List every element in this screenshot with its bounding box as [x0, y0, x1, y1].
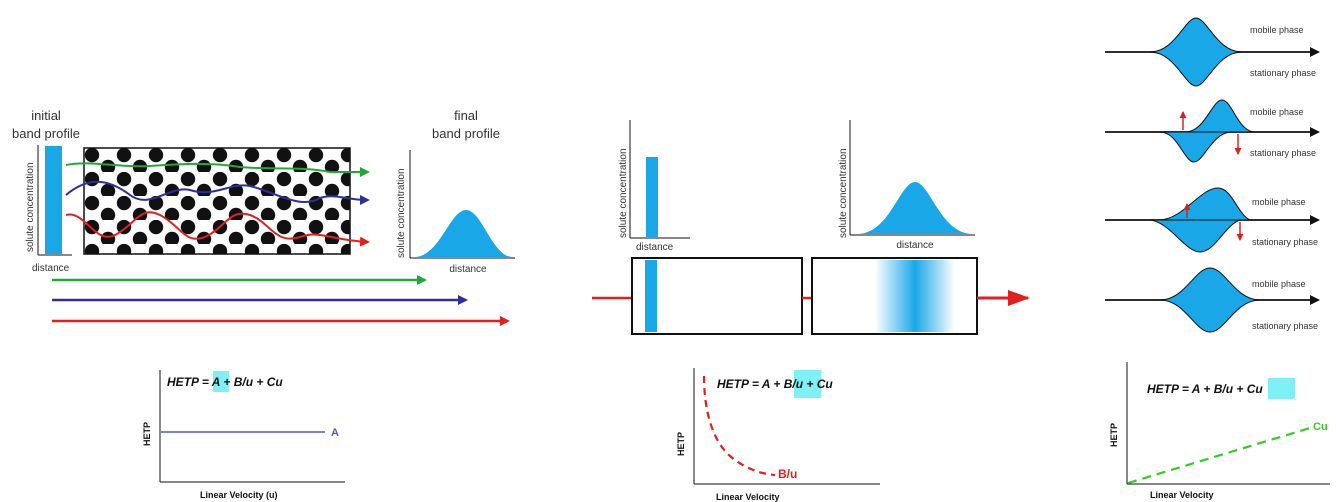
mt-stationary-label-4: stationary phase — [1252, 321, 1318, 331]
b-column-initial-band — [645, 260, 657, 332]
initial-y-label: solute concentration — [25, 162, 36, 252]
panel-longitudinal-diffusion: solute concentration distance solute con… — [592, 120, 1030, 335]
graph-b-highlight — [794, 370, 821, 398]
b-initial-band — [646, 157, 658, 237]
mt-stationary-label-3: stationary phase — [1252, 237, 1318, 247]
mt-mobile-label-1: mobile phase — [1250, 25, 1304, 35]
hetp-graph-c: HETP = A + B/u + Cu Cu HETP Linear Veloc… — [1109, 362, 1330, 500]
mt-mobile-label-4: mobile phase — [1252, 279, 1306, 289]
mt-peak-2-mobile — [1184, 99, 1256, 133]
b-right-y-label: solute concentration — [838, 148, 849, 238]
mt-mobile-label-3: mobile phase — [1252, 197, 1306, 207]
final-y-label: solute concentration — [396, 168, 407, 258]
b-left-y-label: solute concentration — [618, 148, 629, 238]
mt-stationary-label-1: stationary phase — [1250, 68, 1316, 78]
mt-row-2: mobile phase stationary phase — [1105, 99, 1320, 163]
mt-row-4: mobile phase stationary phase — [1105, 267, 1320, 333]
final-label-line1: final — [454, 108, 478, 123]
mt-row-1: mobile phase stationary phase — [1105, 17, 1320, 87]
mt-peak-4 — [1159, 267, 1261, 333]
graph-c-equation: HETP = A + B/u + Cu — [1147, 382, 1263, 396]
b-column-broadened-band — [875, 260, 955, 332]
mt-peak-1 — [1149, 17, 1243, 87]
packed-column — [83, 147, 351, 255]
initial-label-line1: initial — [31, 108, 61, 123]
initial-label-line2: band profile — [12, 126, 80, 141]
graph-c-x-label: Linear Velocity — [1150, 490, 1214, 500]
initial-x-label: distance — [32, 263, 70, 274]
graph-a-y-label: HETP — [142, 422, 152, 446]
graph-c-curve — [1127, 426, 1311, 485]
final-label-line2: band profile — [432, 126, 500, 141]
hetp-graph-b: HETP = A + B/u + Cu B/u HETP Linear Velo… — [676, 368, 880, 502]
b-left-x-label: distance — [636, 242, 674, 253]
graph-b-curve — [702, 375, 776, 477]
graph-a-highlight — [213, 371, 229, 392]
mt-row-3: mobile phase stationary phase — [1105, 187, 1320, 253]
panel-eddy-diffusion: initial band profile solute concentratio… — [12, 108, 515, 326]
initial-band — [45, 146, 62, 254]
flow-path-navy — [65, 180, 370, 205]
graph-b-x-label: Linear Velocity — [716, 492, 780, 502]
graph-b-equation: HETP = A + B/u + Cu — [717, 377, 833, 391]
graph-c-y-label: HETP — [1109, 423, 1119, 447]
b-right-x-label: distance — [896, 240, 934, 251]
graph-c-curve-label: Cu — [1313, 421, 1328, 433]
final-band-gaussian — [415, 210, 512, 257]
b-column-initial — [631, 257, 803, 335]
graph-a-x-label: Linear Velocity (u) — [200, 490, 278, 500]
flow-path-red — [65, 211, 370, 247]
mt-peak-2-stationary — [1159, 131, 1233, 163]
mt-stationary-label-2: stationary phase — [1250, 148, 1316, 158]
mt-mobile-label-2: mobile phase — [1250, 107, 1304, 117]
hetp-graph-a: HETP = A + B/u + Cu A HETP Linear Veloci… — [142, 370, 345, 500]
b-broadened-band — [858, 182, 972, 234]
graph-a-curve-label: A — [331, 427, 339, 439]
final-x-label: distance — [449, 264, 487, 275]
graph-b-y-label: HETP — [676, 432, 686, 456]
graph-c-highlight — [1268, 378, 1295, 399]
panel-mass-transfer: mobile phase stationary phase mobile pha… — [1105, 17, 1320, 333]
graph-b-curve-label: B/u — [778, 467, 797, 481]
mt-peak-3-stationary — [1149, 219, 1241, 253]
flow-path-green — [65, 162, 370, 177]
graph-a-equation: HETP = A + B/u + Cu — [167, 375, 283, 389]
mt-peak-3-mobile — [1159, 187, 1251, 221]
